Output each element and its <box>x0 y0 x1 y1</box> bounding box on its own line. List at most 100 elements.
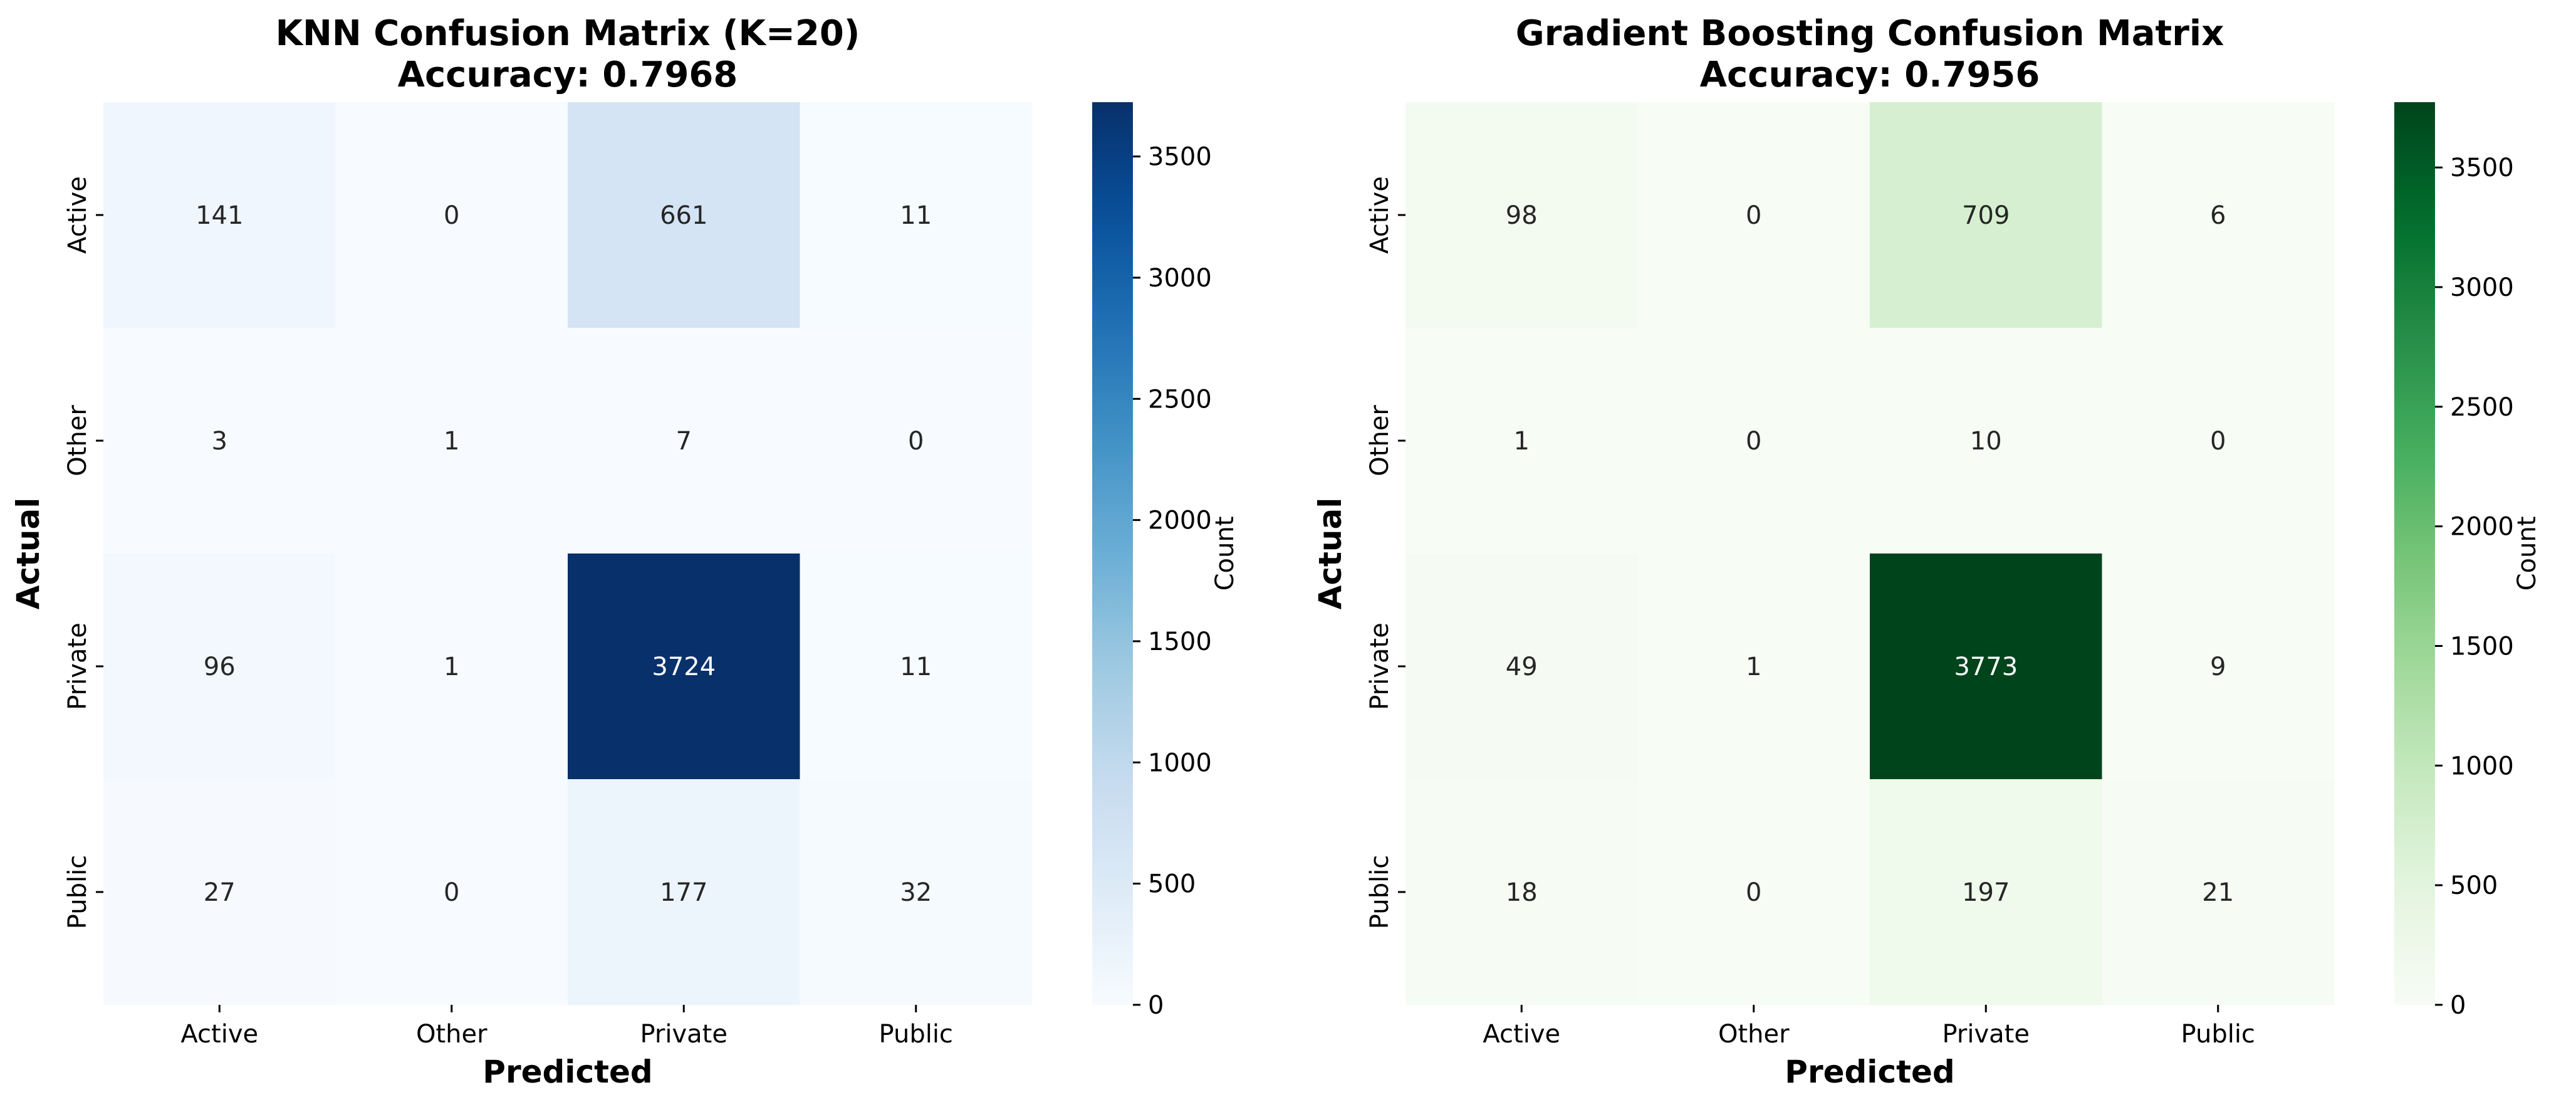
heatmap-cell <box>1870 102 2102 328</box>
y-tick-label: Public <box>63 855 92 929</box>
colorbar-tick-label: 500 <box>2450 871 2498 900</box>
y-tick-label: Active <box>1365 176 1394 254</box>
heatmap-cell <box>1637 328 1870 554</box>
colorbar-tick-label: 2000 <box>2450 513 2514 542</box>
colorbar-tick-label: 500 <box>1148 870 1196 899</box>
cell-value-label: 96 <box>204 653 236 681</box>
cell-value-label: 177 <box>660 878 707 907</box>
cell-value-label: 11 <box>900 201 932 230</box>
x-tick-label: Active <box>180 1020 258 1049</box>
heatmap-cell <box>103 554 336 780</box>
x-tick-label: Public <box>879 1020 953 1049</box>
cell-value-label: 98 <box>1506 201 1538 230</box>
cell-value-label: 3 <box>212 427 227 456</box>
cell-value-label: 1 <box>444 653 459 681</box>
x-tick-label: Active <box>1483 1020 1560 1049</box>
heatmap-cell <box>1405 102 1638 328</box>
heatmap-cell <box>103 328 336 554</box>
colorbar-tick-label: 3500 <box>1148 143 1212 172</box>
y-tick-label: Other <box>1365 405 1394 476</box>
cell-value-label: 1 <box>1746 653 1761 681</box>
heatmap-cell <box>1637 554 1870 780</box>
heatmap-cell <box>800 554 1033 780</box>
heatmap-cell <box>2102 554 2335 780</box>
heatmap-cell <box>1637 779 1870 1005</box>
heatmap-cell <box>335 328 568 554</box>
colorbar-tick-label: 3000 <box>2450 273 2514 302</box>
cell-value-label: 3724 <box>652 653 716 681</box>
heatmap-panel-gradient-boosting: Gradient Boosting Confusion MatrixAccura… <box>1312 13 2542 1090</box>
cell-value-label: 3773 <box>1954 653 2018 681</box>
colorbar-tick-label: 0 <box>1148 991 1164 1020</box>
colorbar <box>2394 102 2435 1005</box>
colorbar-tick-label: 1000 <box>2450 752 2514 780</box>
colorbar-tick-label: 2500 <box>2450 393 2514 422</box>
cell-value-label: 9 <box>2210 653 2226 681</box>
cell-value-label: 0 <box>444 201 459 230</box>
chart-subtitle-accuracy: Accuracy: 0.7968 <box>398 55 738 95</box>
cell-value-label: 18 <box>1506 878 1538 907</box>
heatmap-cell <box>103 779 336 1005</box>
heatmap-cell <box>1405 328 1638 554</box>
heatmap-cell <box>800 328 1033 554</box>
heatmap-cell <box>568 779 800 1005</box>
colorbar-label: Count <box>2513 517 2542 591</box>
cell-value-label: 10 <box>1970 427 2002 456</box>
heatmap-cell <box>1870 328 2102 554</box>
heatmap-cell <box>568 102 800 328</box>
heatmap-cell <box>103 102 336 328</box>
y-tick-label: Public <box>1365 855 1394 929</box>
x-tick-label: Private <box>1942 1020 2030 1049</box>
heatmap-cell <box>1870 554 2102 780</box>
cell-value-label: 0 <box>444 878 459 907</box>
heatmap-cell <box>2102 328 2335 554</box>
colorbar-tick-label: 2500 <box>1148 385 1212 414</box>
cell-value-label: 1 <box>1514 427 1530 456</box>
colorbar-tick-label: 0 <box>2450 991 2466 1020</box>
cell-value-label: 0 <box>1746 427 1761 456</box>
cell-value-label: 1 <box>444 427 459 456</box>
cell-value-label: 661 <box>660 201 707 230</box>
y-axis-label: Actual <box>10 498 46 610</box>
cell-value-label: 709 <box>1962 201 2010 230</box>
colorbar-tick-label: 3000 <box>1148 264 1212 293</box>
chart-title: Gradient Boosting Confusion Matrix <box>1516 13 2224 54</box>
colorbar <box>1092 102 1133 1005</box>
x-tick-label: Public <box>2181 1020 2255 1049</box>
y-tick-label: Other <box>63 405 92 476</box>
cell-value-label: 7 <box>676 427 692 456</box>
heatmap-cell <box>568 328 800 554</box>
cell-value-label: 32 <box>900 878 932 907</box>
heatmap-cell <box>335 102 568 328</box>
y-tick-label: Active <box>63 176 92 254</box>
heatmap-cell <box>568 554 800 780</box>
heatmap-cell <box>2102 102 2335 328</box>
colorbar-tick-label: 1500 <box>2450 632 2514 661</box>
colorbar-label: Count <box>1211 517 1239 591</box>
cell-value-label: 49 <box>1506 653 1538 681</box>
x-axis-label: Predicted <box>482 1054 652 1090</box>
heatmap-cell <box>1405 554 1638 780</box>
cell-value-label: 141 <box>196 201 243 230</box>
chart-subtitle-accuracy: Accuracy: 0.7956 <box>1700 55 2040 95</box>
colorbar-tick-label: 3500 <box>2450 154 2514 182</box>
heatmap-cell <box>335 554 568 780</box>
heatmap-cell <box>1870 779 2102 1005</box>
x-tick-label: Private <box>640 1020 727 1049</box>
cell-value-label: 0 <box>908 427 924 456</box>
heatmap-cell <box>1405 779 1638 1005</box>
cell-value-label: 197 <box>1962 878 2010 907</box>
colorbar-tick-label: 2000 <box>1148 506 1212 535</box>
chart-title: KNN Confusion Matrix (K=20) <box>276 13 860 54</box>
heatmap-cell <box>800 779 1033 1005</box>
cell-value-label: 21 <box>2202 878 2234 907</box>
heatmap-cell <box>335 779 568 1005</box>
colorbar-tick-label: 1500 <box>1148 627 1212 656</box>
heatmap-cell <box>2102 779 2335 1005</box>
heatmap-cell <box>1637 102 1870 328</box>
heatmap-panel-knn: KNN Confusion Matrix (K=20)Accuracy: 0.7… <box>10 13 1239 1090</box>
cell-value-label: 0 <box>2210 427 2226 456</box>
x-axis-label: Predicted <box>1785 1054 1954 1090</box>
cell-value-label: 6 <box>2210 201 2226 230</box>
